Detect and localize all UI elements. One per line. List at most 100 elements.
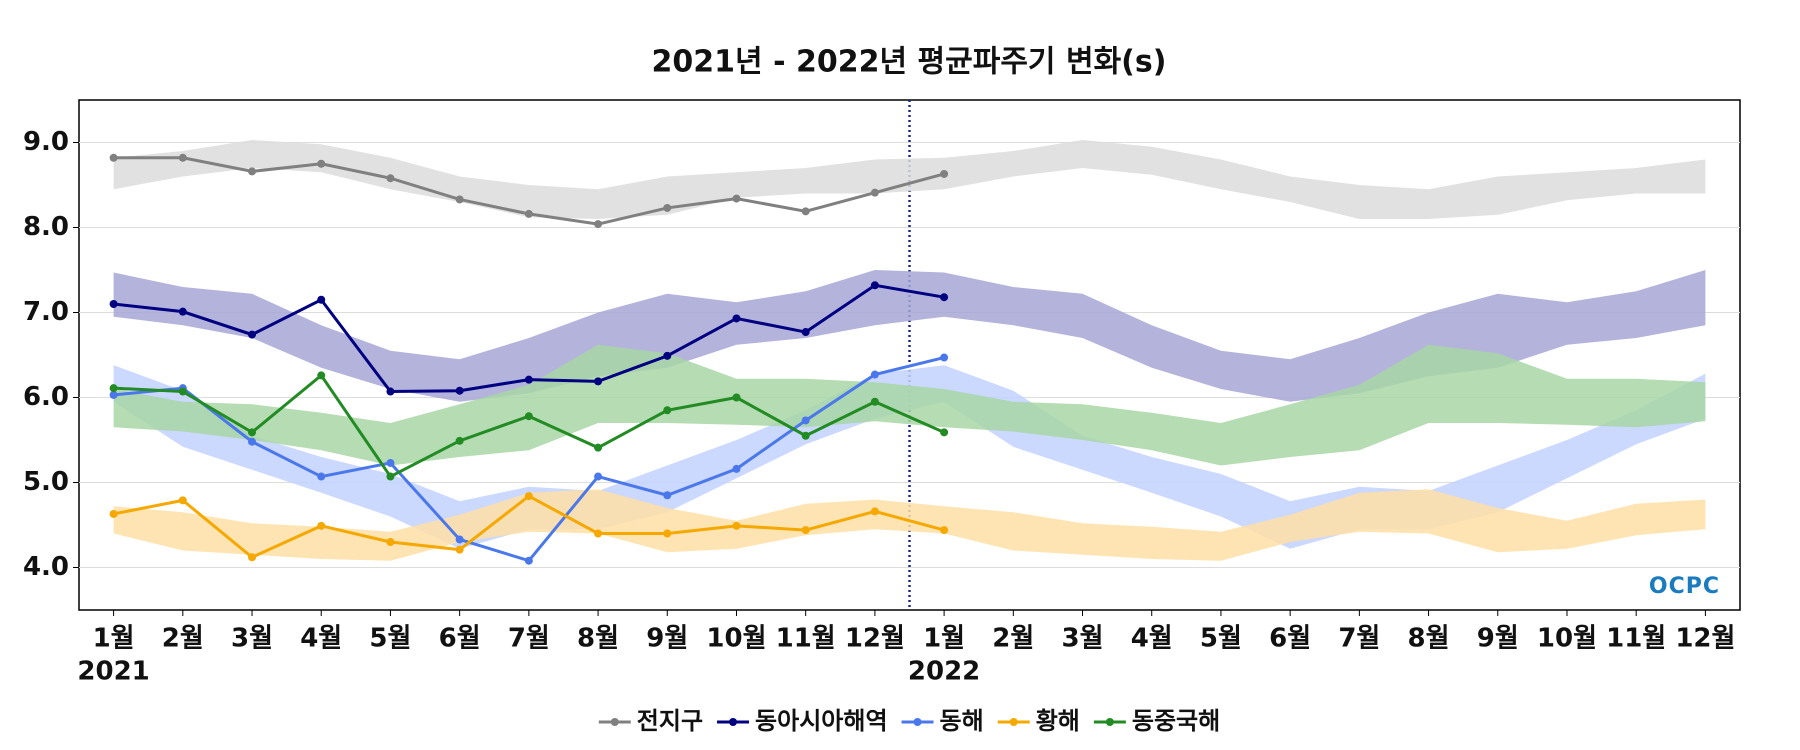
data-point — [594, 220, 603, 229]
data-point — [870, 188, 879, 197]
data-point — [524, 492, 533, 501]
legend-marker — [610, 718, 619, 726]
x-tick-label: 7월 — [508, 624, 550, 654]
data-point — [801, 526, 810, 535]
x-tick-label: 10월 — [706, 624, 766, 654]
legend-item: 동중국해 — [1093, 707, 1220, 735]
legend-label: 동아시아해역 — [755, 707, 887, 735]
data-point — [317, 472, 326, 481]
x-tick-label: 9월 — [646, 624, 688, 654]
x-tick-label: 4월 — [300, 624, 342, 654]
x-tick-label: 9월 — [1477, 624, 1519, 654]
data-point — [801, 416, 810, 425]
data-point — [386, 458, 395, 467]
data-point — [386, 174, 395, 183]
data-point — [524, 209, 533, 218]
x-tick-label: 6월 — [1269, 624, 1311, 654]
range-band — [113, 489, 1706, 561]
data-point — [109, 509, 118, 518]
x-tick-label: 12월 — [1675, 624, 1735, 654]
range-band — [113, 270, 1706, 402]
data-point — [870, 507, 879, 516]
data-point — [801, 207, 810, 216]
data-point — [524, 556, 533, 565]
data-point — [732, 314, 741, 323]
data-point — [248, 553, 257, 562]
data-point — [663, 406, 672, 415]
y-tick-label: 6.0 — [23, 382, 69, 412]
data-point — [801, 431, 810, 440]
x-tick-label: 2월 — [992, 624, 1034, 654]
data-point — [940, 353, 949, 362]
legend-item: 동해 — [901, 707, 984, 735]
data-point — [940, 428, 949, 437]
y-tick-label: 7.0 — [23, 297, 69, 327]
x-tick-label: 2월 — [162, 624, 204, 654]
x-tick-label: 11월 — [1606, 624, 1666, 654]
data-point — [109, 300, 118, 308]
data-point — [870, 397, 879, 406]
data-point — [455, 195, 464, 204]
legend-marker — [729, 718, 738, 726]
data-point — [663, 203, 672, 212]
x-tick-label: 5월 — [1200, 624, 1242, 654]
data-point — [663, 351, 672, 360]
x-tick-label: 4월 — [1131, 624, 1173, 654]
data-point — [594, 443, 603, 452]
x-year-label: 2022 — [908, 657, 980, 687]
data-point — [732, 464, 741, 473]
data-point — [663, 491, 672, 500]
logo: OCPC — [1649, 574, 1720, 599]
x-tick-label: 7월 — [1338, 624, 1380, 654]
data-point — [455, 545, 464, 554]
data-point — [732, 194, 741, 203]
x-tick-label: 8월 — [577, 624, 619, 654]
data-point — [109, 390, 118, 399]
data-point — [386, 387, 395, 396]
data-point — [663, 529, 672, 538]
data-point — [386, 538, 395, 546]
data-point — [248, 428, 257, 437]
legend-marker — [1105, 718, 1114, 726]
data-point — [317, 521, 326, 530]
data-point — [870, 281, 879, 290]
data-point — [178, 153, 187, 162]
data-point — [940, 526, 949, 535]
range-band — [113, 139, 1706, 219]
data-point — [178, 387, 187, 396]
legend-item: 전지구 — [598, 707, 703, 735]
data-point — [524, 412, 533, 421]
data-point — [248, 437, 257, 446]
data-point — [455, 436, 464, 445]
data-point — [317, 295, 326, 304]
data-point — [248, 167, 257, 176]
data-point — [109, 153, 118, 162]
data-point — [317, 371, 326, 380]
x-tick-label: 10월 — [1537, 624, 1597, 654]
x-tick-label: 5월 — [369, 624, 411, 654]
data-point — [801, 328, 810, 337]
data-point — [109, 384, 118, 393]
data-point — [940, 169, 949, 178]
data-point — [248, 330, 257, 339]
x-tick-label: 11월 — [776, 624, 836, 654]
data-point — [594, 472, 603, 481]
data-point — [870, 370, 879, 379]
data-point — [594, 377, 603, 386]
data-point — [455, 535, 464, 544]
data-point — [455, 386, 464, 395]
data-point — [386, 472, 395, 481]
legend-label: 황해 — [1036, 707, 1080, 735]
data-point — [317, 159, 326, 168]
data-point — [524, 375, 533, 384]
legend-marker — [1009, 718, 1018, 726]
x-year-label: 2021 — [77, 657, 149, 687]
legend-label: 전지구 — [637, 707, 703, 735]
data-point — [178, 307, 187, 316]
legend-item: 황해 — [997, 707, 1080, 735]
data-point — [732, 393, 741, 402]
data-point — [940, 293, 949, 302]
x-tick-label: 8월 — [1408, 624, 1450, 654]
